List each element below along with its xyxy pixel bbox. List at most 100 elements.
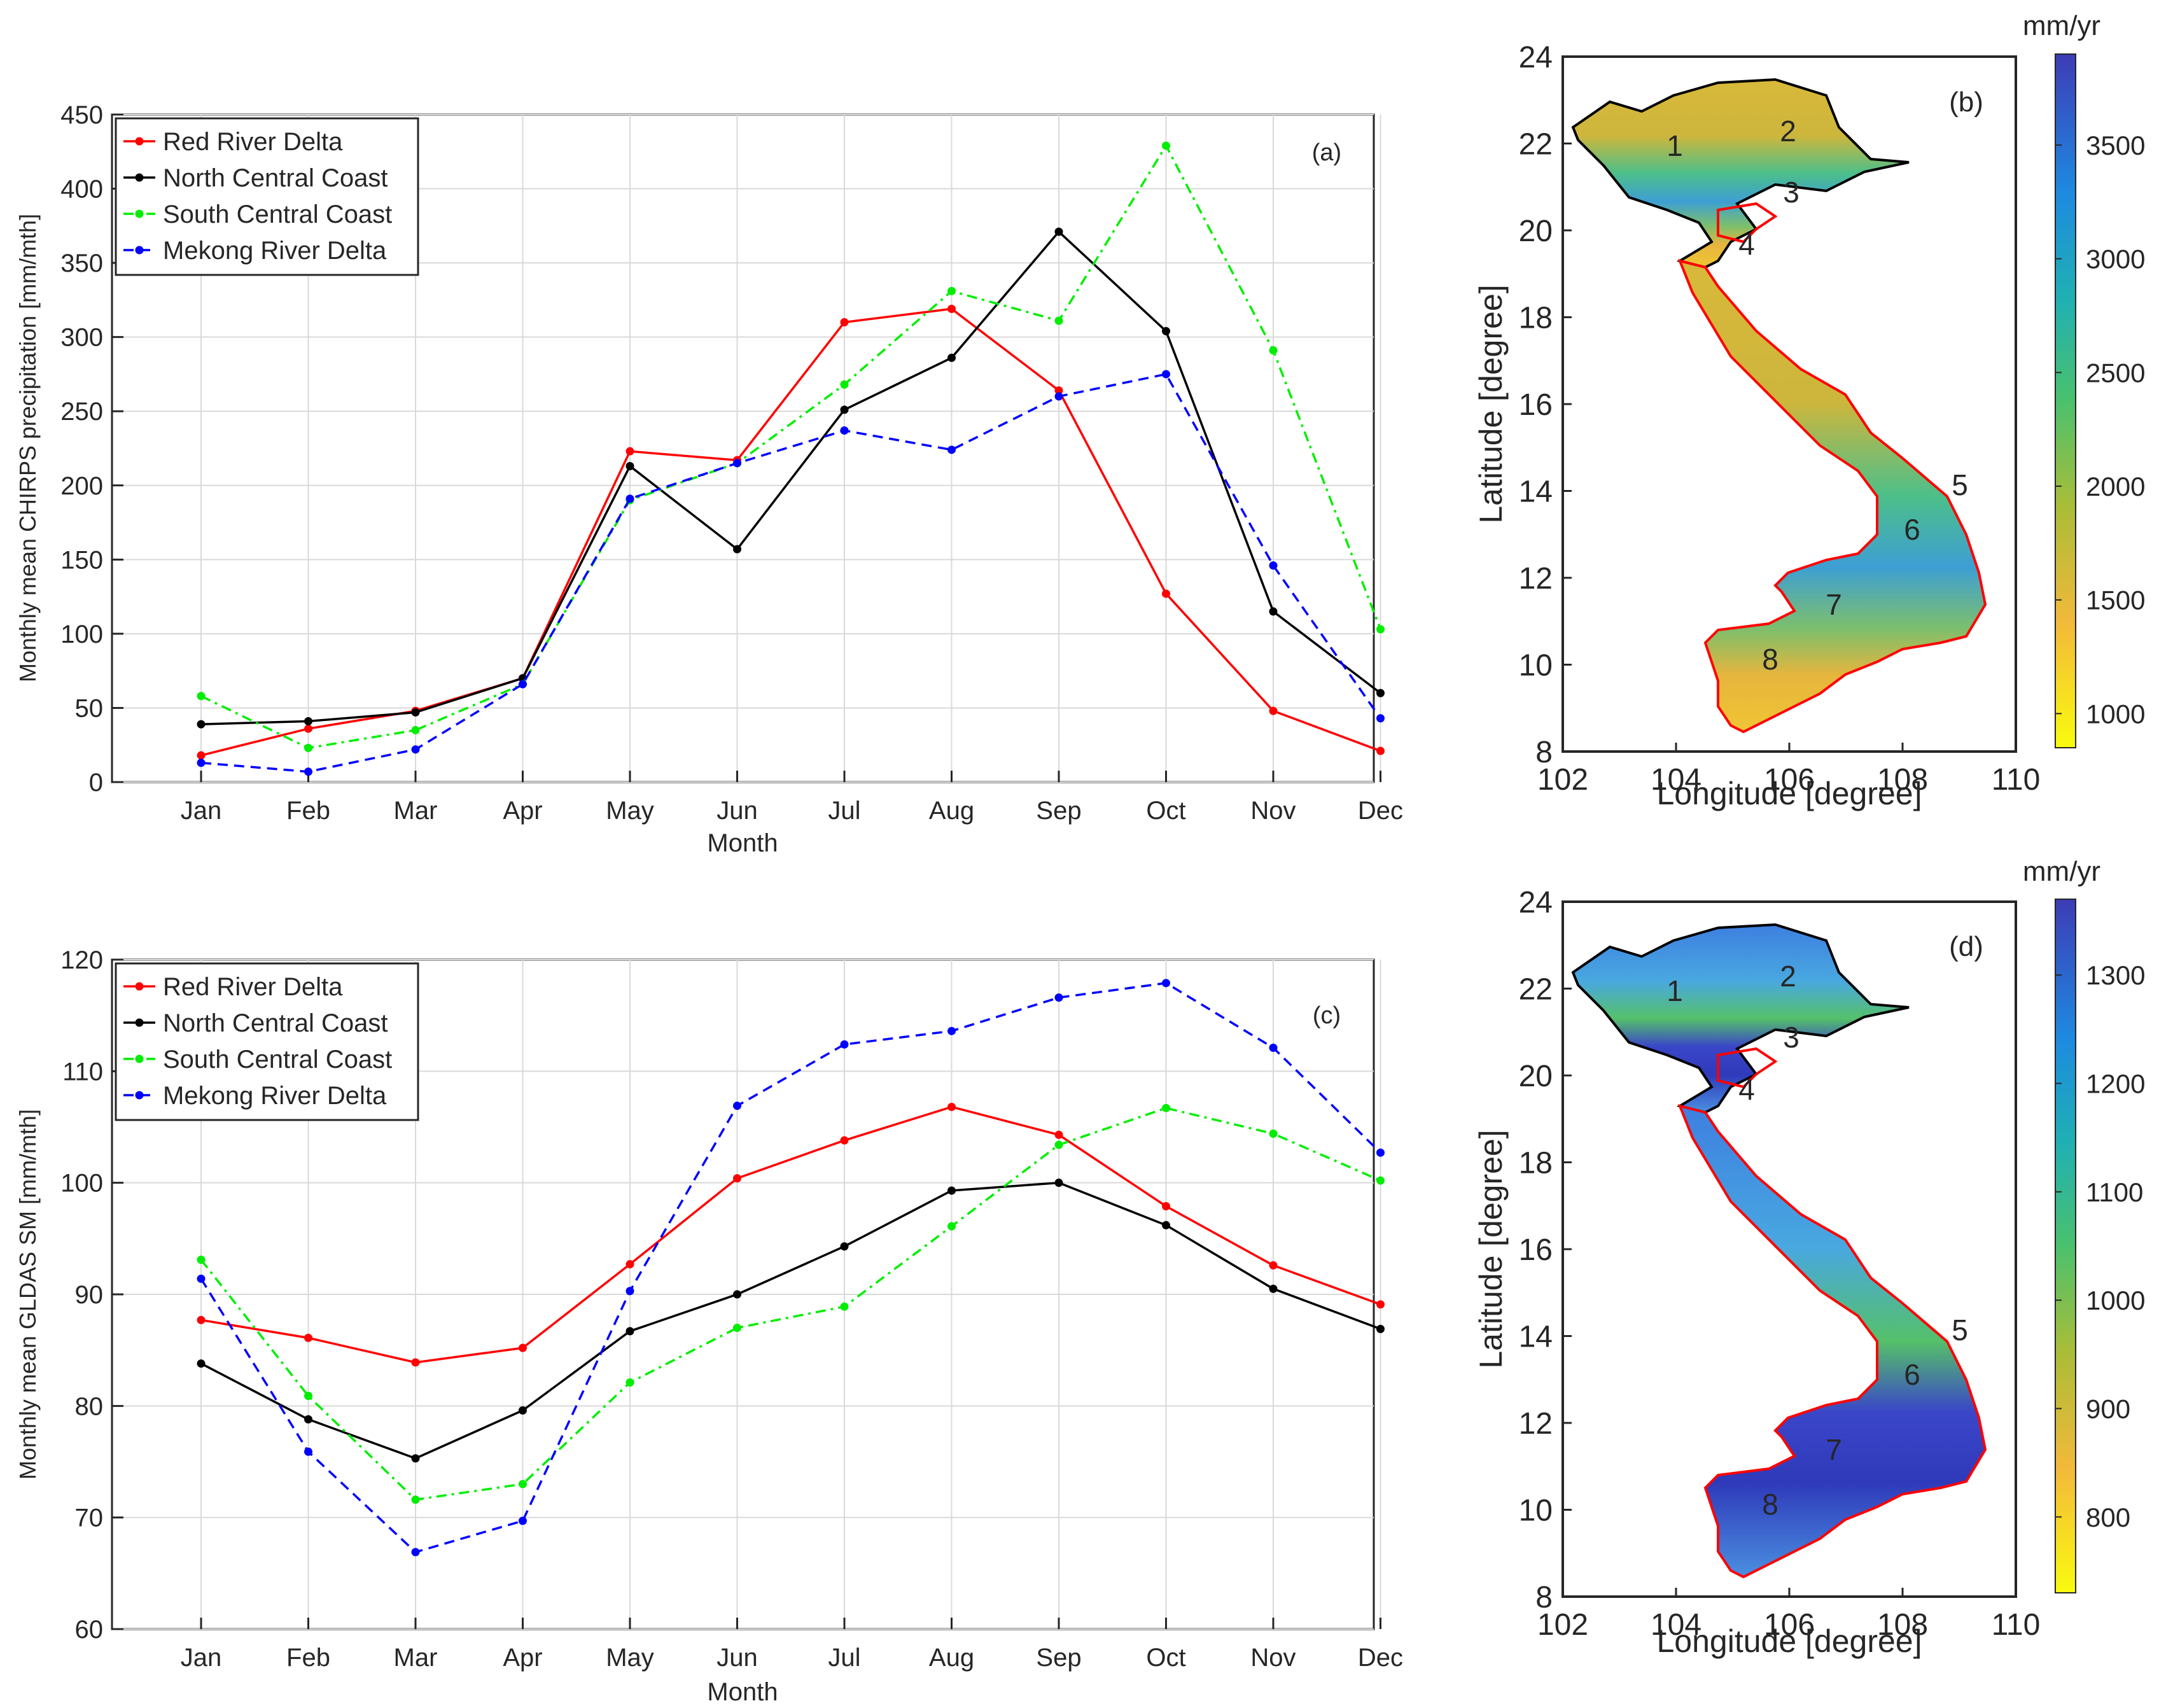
y-tick-label: 250 xyxy=(60,398,103,426)
y-axis-label-a: Monthly mean CHIRPS precipitation [mm/mt… xyxy=(15,214,41,682)
y-tick-label: 150 xyxy=(60,546,103,574)
region-label: 4 xyxy=(1738,228,1755,261)
legend-marker xyxy=(135,246,144,255)
region-label: 5 xyxy=(1952,468,1968,501)
data-point xyxy=(411,1495,420,1504)
map-y-tick-label: 20 xyxy=(1519,214,1553,248)
region-label: 1 xyxy=(1666,129,1683,162)
x-tick-labels-c: Jan Feb Mar Apr May Jun Jul Aug Sep Oct Nov Dec xyxy=(181,1644,1403,1672)
x-tick-label: Dec xyxy=(1358,1644,1403,1672)
data-point xyxy=(519,1516,527,1525)
y-tick-label: 350 xyxy=(60,249,103,277)
x-tick-label: Sep xyxy=(1036,797,1081,825)
x-tick-label: Jun xyxy=(716,1644,758,1672)
region-label: 8 xyxy=(1762,1488,1778,1521)
series-lines-a xyxy=(197,141,1385,776)
region-3-boundary xyxy=(1717,202,1778,244)
colorbar-label-d: mm/yr xyxy=(2023,856,2100,887)
map-y-tick-label: 16 xyxy=(1519,388,1553,422)
colorbar-label-b: mm/yr xyxy=(2023,10,2100,41)
region-label: 6 xyxy=(1904,513,1920,546)
y-tick-labels-a: 0 50 100 150 200 250 300 350 400 450 xyxy=(60,101,103,797)
data-point xyxy=(304,767,312,776)
data-point xyxy=(197,1274,206,1283)
region-label: 7 xyxy=(1826,1433,1842,1466)
data-point xyxy=(1376,1324,1385,1333)
map-y-tick-label: 14 xyxy=(1519,1320,1553,1354)
data-point xyxy=(1162,1201,1170,1210)
data-point xyxy=(947,1186,956,1195)
legend-marker xyxy=(135,209,144,218)
legend-marker xyxy=(135,173,144,182)
region-label: 1 xyxy=(1666,974,1683,1007)
x-tick-labels-a: Jan Feb Mar Apr May Jun Jul Aug Sep Oct Nov Dec xyxy=(181,797,1403,825)
x-tick-label: Oct xyxy=(1146,1644,1185,1672)
data-point xyxy=(1054,1140,1063,1149)
colorbar-tick-label: 3500 xyxy=(2086,130,2145,160)
x-tick-label: Nov xyxy=(1250,1644,1296,1672)
colorbar-tick-label: 800 xyxy=(2086,1502,2130,1532)
map-x-tick-label: 102 xyxy=(1537,1608,1588,1642)
x-axis-label-b: Longitude [degree] xyxy=(1656,776,1922,811)
map-y-tick-label: 12 xyxy=(1519,562,1553,596)
colorbar-tick-label: 1000 xyxy=(2086,699,2145,729)
data-point xyxy=(519,1406,527,1415)
data-point xyxy=(1054,386,1063,395)
legend-label: Mekong River Delta xyxy=(163,237,387,265)
map-x-tick-label: 104 xyxy=(1651,763,1701,797)
data-point xyxy=(733,1324,741,1333)
data-point xyxy=(1376,689,1385,697)
data-point xyxy=(840,1136,849,1145)
data-point xyxy=(625,494,634,503)
data-point xyxy=(1054,227,1063,236)
data-point xyxy=(304,1333,312,1342)
data-point xyxy=(733,545,741,554)
north-vietnam-region-d xyxy=(1571,923,1910,1114)
region-label: 4 xyxy=(1738,1073,1755,1106)
data-point xyxy=(947,1222,956,1231)
y-tick-labels-c: 60 70 80 90 100 110 120 xyxy=(60,946,103,1644)
data-point xyxy=(197,720,206,729)
data-point xyxy=(1162,370,1170,379)
colorbar-tick-label: 1300 xyxy=(2086,960,2145,990)
y-tick-label: 450 xyxy=(60,101,103,129)
data-point xyxy=(1054,993,1063,1002)
legend-label: North Central Coast xyxy=(163,1009,388,1037)
y-tick-label: 0 xyxy=(89,769,103,797)
data-point xyxy=(947,1026,956,1035)
map-y-tick-label: 8 xyxy=(1535,736,1553,769)
y-tick-label: 120 xyxy=(60,946,103,974)
y-axis-label-c: Monthly mean GLDAS SM [mm/mth] xyxy=(15,1109,41,1480)
region-label: 3 xyxy=(1783,1021,1799,1054)
data-point xyxy=(947,304,956,313)
y-tick-label: 90 xyxy=(75,1281,104,1309)
colorbar-tick-label: 2500 xyxy=(2086,358,2145,388)
data-point xyxy=(411,745,420,754)
panel-label-c: (c) xyxy=(1313,1002,1341,1029)
data-point xyxy=(304,1392,312,1401)
data-point xyxy=(304,1447,312,1456)
region-3-boundary-d xyxy=(1717,1047,1778,1089)
data-point xyxy=(1054,1130,1063,1139)
data-point xyxy=(519,1343,527,1352)
y-tick-label: 200 xyxy=(60,472,103,500)
x-tick-label: Apr xyxy=(503,1644,542,1672)
map-y-tick-label: 22 xyxy=(1519,128,1553,162)
panel-label-d: (d) xyxy=(1949,931,1983,962)
data-point xyxy=(733,459,741,468)
south-vietnam-region xyxy=(1677,259,1987,734)
data-point xyxy=(411,1358,420,1367)
data-point xyxy=(1376,625,1385,634)
colorbar-tick-label: 2000 xyxy=(2086,472,2145,501)
data-point xyxy=(304,717,312,725)
data-point xyxy=(197,1359,206,1368)
x-tick-label: Sep xyxy=(1036,1644,1081,1672)
map-vietnam-d xyxy=(1571,923,1987,1579)
data-point xyxy=(840,1040,849,1049)
panel-a-precipitation-chart: 0 50 100 150 200 250 300 350 400 450 Jan Feb Mar Apr… xyxy=(15,101,1403,857)
data-point xyxy=(625,1260,634,1269)
